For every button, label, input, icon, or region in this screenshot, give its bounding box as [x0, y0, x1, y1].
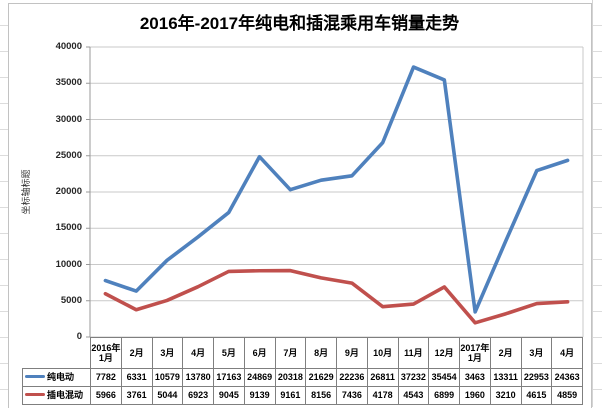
sheet-gridlines-left	[0, 0, 8, 407]
table-value-cell: 4178	[366, 386, 399, 405]
legend-cell: 纯电动	[22, 368, 91, 387]
legend-line-icon	[25, 393, 45, 397]
legend-label: 纯电动	[47, 372, 75, 383]
table-value-cell: 20318	[274, 368, 307, 387]
table-value-cell: 21629	[305, 368, 337, 387]
table-value-cell: 8156	[305, 386, 337, 405]
table-corner-cell	[23, 338, 91, 369]
y-tick-label: 5000	[60, 294, 82, 306]
table-value-cell: 6331	[120, 368, 153, 387]
table-value-cell: 3761	[120, 386, 153, 405]
table-value-cell: 6923	[182, 386, 214, 405]
month-header-cell: 2017年1月	[459, 337, 491, 369]
month-header-cell: 7月	[274, 337, 307, 369]
table-value-cell: 3463	[459, 368, 491, 387]
table-value-cell: 3210	[489, 386, 522, 405]
table-value-cell: 5044	[151, 386, 184, 405]
month-header-cell: 12月	[428, 337, 460, 369]
month-header-cell: 9月	[336, 337, 368, 369]
table-value-cell: 6899	[428, 386, 460, 405]
y-tick-label: 15000	[55, 222, 82, 234]
data-table: 2016年1月 2月 3月 4月 5月 6月 7月 8月 9月 10月 11月 12月 2017年1月 2…	[22, 337, 583, 405]
y-tick-label: 35000	[55, 77, 82, 89]
month-header-cell: 11月	[397, 337, 430, 369]
table-value-cell: 13780	[182, 368, 214, 387]
month-header-row: 2016年1月 2月 3月 4月 5月 6月 7月 8月 9月 10月 11月 12月 2017年1月 2…	[23, 337, 583, 369]
month-header-cell: 4月	[182, 337, 214, 369]
y-tick-label: 10000	[55, 258, 82, 270]
y-tick-label: 25000	[55, 149, 82, 161]
month-header-cell: 10月	[366, 337, 399, 369]
table-value-cell: 26811	[366, 368, 399, 387]
month-header-cell: 2月	[120, 337, 153, 369]
table-value-cell: 10579	[151, 368, 184, 387]
table-value-cell: 4543	[397, 386, 430, 405]
table-value-cell: 22236	[336, 368, 368, 387]
table-value-cell: 9161	[274, 386, 307, 405]
month-header-cell: 3月	[520, 337, 553, 369]
y-tick-label: 0	[76, 331, 82, 342]
table-value-cell: 24363	[551, 368, 583, 387]
month-header-cell: 5月	[213, 337, 245, 369]
table-value-cell: 4859	[551, 386, 583, 405]
table-value-cell: 7436	[336, 386, 368, 405]
y-tick-label: 40000	[55, 41, 82, 52]
table-value-cell: 9045	[213, 386, 245, 405]
month-header-cell: 3月	[151, 337, 184, 369]
y-tick-label: 30000	[55, 113, 82, 125]
month-header-cell: 4月	[551, 337, 583, 369]
table-value-cell: 24869	[243, 368, 276, 387]
table-value-cell: 1960	[459, 386, 491, 405]
table-value-cell: 35454	[428, 368, 460, 387]
table-value-cell: 22953	[520, 368, 553, 387]
table-value-cell: 13311	[489, 368, 522, 387]
legend-cell: 插电混动	[22, 386, 91, 405]
series-row-插电混动: 插电混动 5966 3761 5044 6923 9045 9139 9161 8156 7436…	[22, 386, 583, 405]
table-value-cell: 9139	[243, 386, 276, 405]
table-value-cell: 17163	[213, 368, 245, 387]
table-value-cell: 7782	[90, 368, 122, 387]
series-row-纯电动: 纯电动 7782 6331 10579 13780 17163 24869 20318 2162…	[22, 368, 583, 387]
chart-title: 2016年-2017年纯电和插混乘用车销量走势	[139, 14, 460, 33]
month-header-cell: 6月	[243, 337, 276, 369]
sheet-gridlines-right	[592, 0, 602, 407]
month-header-cell: 2月	[489, 337, 522, 369]
month-header-cell: 8月	[305, 337, 337, 369]
table-value-cell: 37232	[397, 368, 430, 387]
legend-label: 插电混动	[47, 390, 84, 401]
table-value-cell: 4615	[520, 386, 553, 405]
table-value-cell: 5966	[90, 386, 122, 405]
y-tick-label: 20000	[55, 186, 82, 197]
month-header-cell: 2016年1月	[90, 337, 122, 369]
legend-line-icon	[25, 375, 45, 379]
